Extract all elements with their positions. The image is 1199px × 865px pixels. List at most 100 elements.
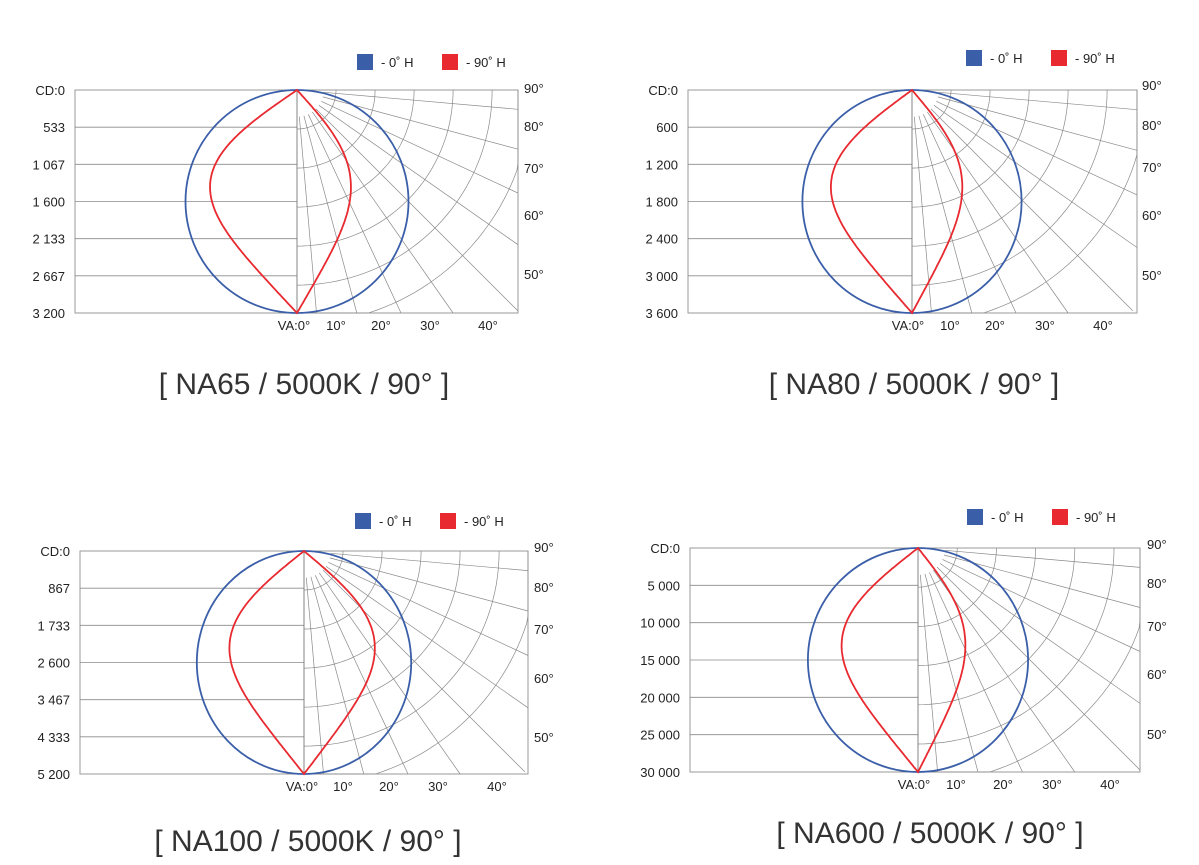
- cd-tick-label: CD:0: [648, 83, 678, 98]
- angle-tick-label: 90°: [524, 81, 544, 96]
- legend-label: - 90˚ H: [466, 55, 506, 70]
- cd-tick-label: 10 000: [640, 616, 680, 631]
- angle-tick-label: 70°: [1142, 160, 1162, 175]
- angle-tick-label: 70°: [534, 622, 554, 637]
- cd-tick-label: 20 000: [640, 690, 680, 705]
- cd-tick-label: 3 600: [645, 306, 678, 321]
- va-tick-label: 10°: [326, 318, 346, 333]
- va-tick-label: 10°: [940, 318, 960, 333]
- legend-swatch: [357, 54, 373, 70]
- cd-tick-label: 1 800: [645, 195, 678, 210]
- legend-swatch: [967, 509, 983, 525]
- va-tick-label: 40°: [487, 779, 507, 794]
- cd-tick-label: 3 000: [645, 269, 678, 284]
- angle-tick-label: 80°: [1142, 118, 1162, 133]
- polar-spoke: [298, 116, 317, 314]
- polar-spoke: [329, 557, 529, 612]
- cd-tick-label: 4 333: [37, 730, 70, 745]
- polar-spoke: [303, 115, 358, 314]
- angle-tick-label: 50°: [1142, 268, 1162, 283]
- polar-spoke: [307, 114, 402, 314]
- polar-chart-2: - 0˚ H - 90˚ H CD:0 600 1 200 1 800 2 400 3 000…: [645, 50, 1162, 401]
- legend-label: - 0˚ H: [991, 510, 1024, 525]
- polar-spoke: [939, 563, 1141, 704]
- cd-tick-label: 30 000: [640, 765, 680, 780]
- cd-tick-label: 15 000: [640, 653, 680, 668]
- angle-tick-label: 80°: [534, 580, 554, 595]
- cd-tick-label: 3 200: [32, 306, 65, 321]
- polar-spoke: [305, 577, 324, 775]
- series-curve-90h: [830, 88, 964, 315]
- va-tick-label: VA:0°: [898, 777, 930, 792]
- angle-tick-label: 70°: [524, 161, 544, 176]
- angle-tick-label: 60°: [524, 208, 544, 223]
- va-tick-label: 30°: [1035, 318, 1055, 333]
- polar-spoke: [933, 105, 1138, 248]
- chart-caption: [ NA600 / 5000K / 90° ]: [776, 817, 1083, 850]
- cd-tick-label: 2 133: [32, 232, 65, 247]
- legend-label: - 90˚ H: [1076, 510, 1116, 525]
- polar-spoke: [943, 554, 1141, 608]
- cd-tick-label: 2 400: [645, 232, 678, 247]
- cd-tick-label: 1 733: [37, 618, 70, 633]
- polar-chart-1: - 0˚ H - 90˚ H CD:0 533 1 067 1 600 2 133 2 667…: [32, 54, 544, 401]
- polar-spoke: [919, 574, 938, 773]
- legend-label: - 0˚ H: [990, 51, 1023, 66]
- polar-spoke: [321, 100, 519, 194]
- angle-tick-label: 90°: [1147, 537, 1167, 552]
- polar-spoke: [924, 573, 979, 773]
- legend-swatch: [1052, 509, 1068, 525]
- polar-spoke: [330, 552, 529, 571]
- cd-tick-label: 25 000: [640, 728, 680, 743]
- legend-swatch: [1051, 50, 1067, 66]
- va-tick-label: 30°: [428, 779, 448, 794]
- polar-spoke: [322, 569, 526, 773]
- polar-spoke: [918, 115, 973, 314]
- angle-tick-label: 80°: [1147, 576, 1167, 591]
- polar-spoke: [930, 108, 1134, 312]
- cd-tick-label: 1 067: [32, 157, 65, 172]
- polar-spoke: [315, 108, 519, 312]
- legend-swatch: [966, 50, 982, 66]
- chart-caption: [ NA80 / 5000K / 90° ]: [769, 368, 1060, 401]
- va-tick-label: 20°: [985, 318, 1005, 333]
- cd-tick-label: 533: [43, 120, 65, 135]
- cd-tick-label: 2 667: [32, 269, 65, 284]
- angle-tick-label: 60°: [1142, 208, 1162, 223]
- va-tick-label: 40°: [478, 318, 498, 333]
- angle-tick-label: 60°: [1147, 667, 1167, 682]
- polar-spoke: [938, 91, 1138, 111]
- polar-chart-4: - 0˚ H - 90˚ H CD:0 5 000 10 000 15 000 20 000…: [640, 509, 1167, 850]
- polar-spoke: [323, 91, 519, 110]
- angle-tick-label: 90°: [534, 540, 554, 555]
- angle-tick-label: 50°: [1147, 727, 1167, 742]
- angle-tick-label: 70°: [1147, 619, 1167, 634]
- polar-spoke: [319, 572, 461, 775]
- cd-tick-label: 2 600: [37, 656, 70, 671]
- cd-tick-label: 600: [656, 120, 678, 135]
- va-tick-label: VA:0°: [892, 318, 924, 333]
- polar-spoke: [922, 114, 1017, 314]
- polar-spoke: [318, 105, 519, 245]
- legend-label: - 90˚ H: [1075, 51, 1115, 66]
- va-tick-label: VA:0°: [278, 318, 310, 333]
- va-tick-label: 10°: [946, 777, 966, 792]
- va-tick-label: 20°: [993, 777, 1013, 792]
- series-curve-90h: [228, 549, 376, 776]
- polar-chart-3: - 0˚ H - 90˚ H CD:0 867 1 733 2 600 3 467 4 333…: [37, 513, 554, 858]
- va-tick-label: 10°: [333, 779, 353, 794]
- legend-swatch: [355, 513, 371, 529]
- cd-tick-label: 5 200: [37, 767, 70, 782]
- va-tick-label: 20°: [371, 318, 391, 333]
- polar-spoke: [312, 111, 454, 314]
- cd-tick-label: CD:0: [650, 541, 680, 556]
- va-tick-label: 40°: [1100, 777, 1120, 792]
- polar-spoke: [929, 572, 1023, 773]
- cd-tick-label: 3 467: [37, 693, 70, 708]
- polar-spoke: [933, 569, 1076, 773]
- polar-spoke: [310, 576, 365, 775]
- polar-spoke: [325, 566, 529, 709]
- cd-tick-label: CD:0: [40, 544, 70, 559]
- legend-swatch: [440, 513, 456, 529]
